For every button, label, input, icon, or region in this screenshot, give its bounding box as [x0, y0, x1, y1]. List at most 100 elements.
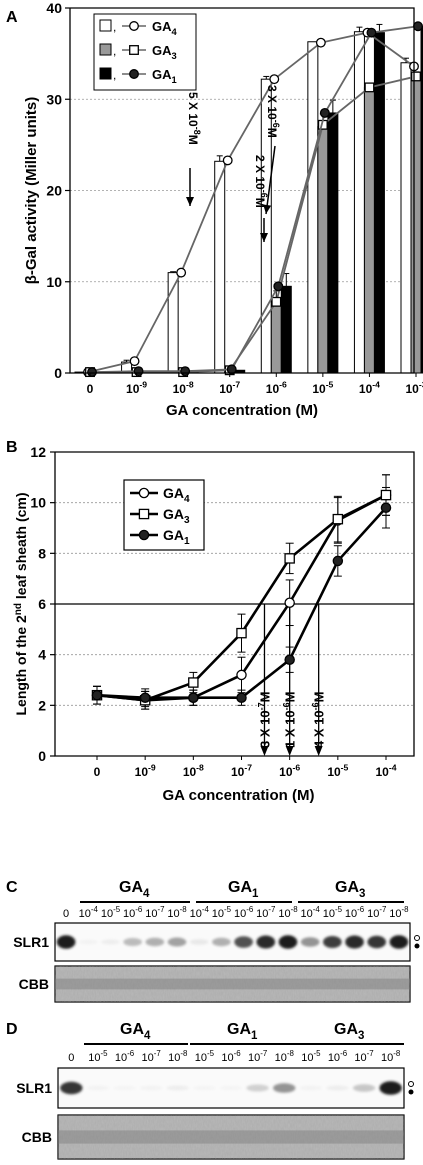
- y-tick-label: 20: [46, 183, 62, 199]
- point-ga3: [332, 513, 344, 525]
- x-tick-label: 10-6: [279, 763, 300, 779]
- y-tick-label: 6: [38, 596, 46, 612]
- blot-band: [246, 1084, 269, 1092]
- y-tick-label: 4: [38, 647, 46, 663]
- blot-group-label: GA4: [120, 1021, 151, 1042]
- blot-band: [379, 1081, 402, 1095]
- blot-band: [60, 1081, 83, 1095]
- blot-lane-label: 0: [63, 908, 69, 920]
- blot-d: GA4 GA1 GA3 0 10-5 10-6 10-7 10-8 10-5 10-6 10-7 10…: [16, 1021, 414, 1160]
- legend-swatch-bar: [99, 43, 112, 56]
- legend-marker: [138, 529, 150, 541]
- x-tick-label: 0: [94, 765, 101, 779]
- blot-band: [101, 939, 120, 945]
- point-ga3: [188, 677, 199, 688]
- point-ga4: [129, 356, 140, 367]
- blot-group-label: GA1: [228, 879, 259, 900]
- x-tick-label: 10-5: [327, 763, 348, 779]
- bar-ga1: [420, 25, 423, 374]
- blot-band: [352, 1084, 376, 1092]
- blot-lane-label: 10-6: [221, 1049, 241, 1064]
- legend-label-ga1: GA1: [163, 527, 190, 547]
- blot-lane-label: 10-7: [248, 1049, 267, 1064]
- blot-band: [323, 936, 342, 948]
- y-tick-label: 40: [46, 0, 62, 16]
- y-tick-label: 12: [30, 444, 46, 460]
- blot-lane-label: 10-6: [123, 905, 143, 920]
- point-ga1: [284, 654, 295, 665]
- blot-lane-label: 10-8: [275, 1049, 295, 1064]
- blot-band: [389, 935, 409, 949]
- series-line-ga4: [87, 31, 415, 373]
- legend-label-ga1: GA1: [152, 67, 177, 85]
- y-tick-label: 0: [38, 748, 46, 764]
- point-ga3: [364, 82, 375, 93]
- blot-lane-label: 10-7: [367, 905, 386, 920]
- point-ga1: [87, 367, 97, 378]
- legend-marker: [129, 45, 139, 55]
- panel-label-a: A: [6, 9, 18, 26]
- blot-band: [56, 935, 76, 949]
- point-ga4: [222, 155, 233, 166]
- blot-band: [278, 935, 298, 949]
- point-ga1: [188, 692, 199, 703]
- panel-label-d: D: [6, 1021, 18, 1038]
- y-axis-label: Length of the 2nd leaf sheath (cm): [13, 492, 29, 715]
- blot-group-label: GA3: [335, 879, 365, 900]
- x-tick-label: 10-9: [135, 763, 156, 779]
- blot-band: [123, 938, 142, 946]
- legend-marker: [129, 21, 139, 31]
- blot-row-label-slr1: SLR1: [16, 1080, 52, 1096]
- blot-lane-label: 10-7: [145, 905, 164, 920]
- blot-band: [367, 935, 387, 949]
- x-tick-label: 10-7: [219, 380, 240, 396]
- y-tick-label: 10: [30, 495, 46, 511]
- blot-band: [145, 937, 165, 947]
- legend-label-ga3: GA3: [163, 506, 190, 526]
- blot-band: [212, 937, 231, 947]
- x-axis-label: GA concentration (M): [166, 402, 318, 419]
- point-ga1: [332, 555, 344, 567]
- bar-ga4: [353, 31, 365, 374]
- point-ga1: [133, 366, 144, 377]
- y-tick-label: 8: [38, 545, 46, 561]
- legend-label-ga3: GA3: [152, 43, 177, 61]
- legend-marker: [129, 69, 139, 79]
- point-ga3: [284, 553, 295, 564]
- x-tick-label: 10-3: [405, 380, 423, 396]
- annotation-arrow-head: [285, 746, 294, 756]
- annotation-3e-6-arrow-shaft: [265, 145, 276, 215]
- point-ga1: [273, 281, 284, 292]
- x-axis-label: GA concentration (M): [163, 787, 315, 804]
- annotation-label: 3 X 10-7M: [256, 692, 272, 748]
- panel-label-c: C: [6, 879, 18, 896]
- bar-ga3: [270, 300, 282, 374]
- series-line-ga1: [91, 25, 419, 373]
- blot-lane-label: 10-4: [79, 905, 99, 920]
- filled-circle-icon: [408, 1089, 414, 1095]
- point-ga4: [176, 267, 187, 278]
- bar-ga1: [327, 112, 339, 374]
- blot-lane-label: 10-8: [167, 905, 187, 920]
- blot-lane-label: 0: [68, 1052, 74, 1064]
- x-tick-label: 10-8: [183, 763, 204, 779]
- blot-group-label: GA1: [227, 1021, 258, 1042]
- filled-circle-icon: [414, 943, 420, 949]
- blot-lane-label: 10-4: [190, 905, 210, 920]
- blot-band: [166, 1085, 189, 1091]
- blot-band: [167, 937, 187, 947]
- x-tick-label: 0: [87, 382, 94, 396]
- blot-band: [78, 939, 98, 945]
- blot-band: [345, 935, 364, 949]
- annotation-3e-6-label: 3 X 10-6M: [265, 85, 281, 138]
- y-tick-label: 2: [38, 697, 46, 713]
- blot-row-label-cbb: CBB: [19, 976, 49, 992]
- open-circle-icon: [414, 935, 420, 941]
- blot-band: [299, 1085, 323, 1091]
- annotation-5e-8-arrow-head: [186, 197, 194, 206]
- blot-band: [189, 939, 209, 945]
- blot-lane-label: 10-6: [345, 905, 365, 920]
- blot-lane-label: 10-7: [256, 905, 275, 920]
- blot-lane-label: 10-7: [142, 1049, 161, 1064]
- point-ga3: [411, 71, 421, 82]
